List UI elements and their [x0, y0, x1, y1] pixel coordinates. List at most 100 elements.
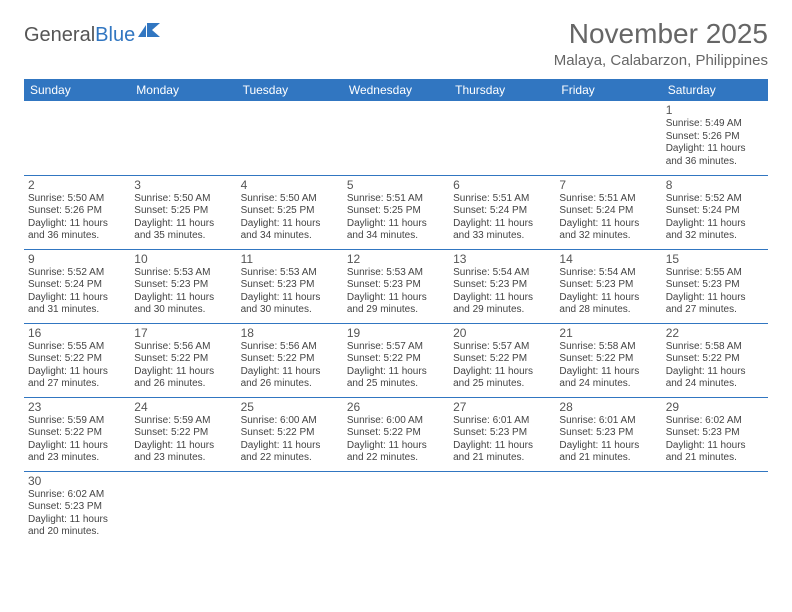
day-number: 23 [28, 400, 126, 414]
day-daylight: Daylight: 11 hours and 24 minutes. [559, 366, 657, 391]
day-number: 4 [241, 178, 339, 192]
calendar-day-cell: 26Sunrise: 6:00 AMSunset: 5:22 PMDayligh… [343, 397, 449, 471]
calendar-day-cell: 17Sunrise: 5:56 AMSunset: 5:22 PMDayligh… [130, 323, 236, 397]
calendar-week-row: 1Sunrise: 5:49 AMSunset: 5:26 PMDaylight… [24, 101, 768, 175]
day-sunrise: Sunrise: 6:00 AM [347, 415, 445, 428]
day-sunset: Sunset: 5:22 PM [134, 427, 232, 440]
day-daylight: Daylight: 11 hours and 29 minutes. [347, 292, 445, 317]
weekday-header: Friday [555, 79, 661, 101]
day-daylight: Daylight: 11 hours and 36 minutes. [28, 218, 126, 243]
day-number: 21 [559, 326, 657, 340]
calendar-day-cell: 6Sunrise: 5:51 AMSunset: 5:24 PMDaylight… [449, 175, 555, 249]
calendar-day-cell: 22Sunrise: 5:58 AMSunset: 5:22 PMDayligh… [662, 323, 768, 397]
day-number: 19 [347, 326, 445, 340]
calendar-day-cell: 10Sunrise: 5:53 AMSunset: 5:23 PMDayligh… [130, 249, 236, 323]
day-number: 17 [134, 326, 232, 340]
logo-word2: Blue [95, 24, 135, 46]
calendar-day-cell: 4Sunrise: 5:50 AMSunset: 5:25 PMDaylight… [237, 175, 343, 249]
day-daylight: Daylight: 11 hours and 23 minutes. [28, 440, 126, 465]
day-sunset: Sunset: 5:24 PM [28, 279, 126, 292]
weekday-header: Sunday [24, 79, 130, 101]
calendar-day-cell: 1Sunrise: 5:49 AMSunset: 5:26 PMDaylight… [662, 101, 768, 175]
day-daylight: Daylight: 11 hours and 22 minutes. [347, 440, 445, 465]
day-daylight: Daylight: 11 hours and 27 minutes. [666, 292, 764, 317]
day-number: 2 [28, 178, 126, 192]
calendar-empty-cell [662, 471, 768, 545]
day-number: 14 [559, 252, 657, 266]
day-sunrise: Sunrise: 5:51 AM [347, 193, 445, 206]
weekday-header: Tuesday [237, 79, 343, 101]
calendar-day-cell: 5Sunrise: 5:51 AMSunset: 5:25 PMDaylight… [343, 175, 449, 249]
day-number: 18 [241, 326, 339, 340]
day-number: 5 [347, 178, 445, 192]
day-sunrise: Sunrise: 5:50 AM [28, 193, 126, 206]
day-sunrise: Sunrise: 5:57 AM [347, 341, 445, 354]
day-sunset: Sunset: 5:26 PM [666, 131, 764, 144]
day-number: 7 [559, 178, 657, 192]
day-sunset: Sunset: 5:24 PM [559, 205, 657, 218]
day-number: 28 [559, 400, 657, 414]
day-sunrise: Sunrise: 5:50 AM [241, 193, 339, 206]
day-number: 1 [666, 103, 764, 117]
calendar-empty-cell [237, 471, 343, 545]
day-number: 13 [453, 252, 551, 266]
day-sunrise: Sunrise: 6:00 AM [241, 415, 339, 428]
calendar-day-cell: 30Sunrise: 6:02 AMSunset: 5:23 PMDayligh… [24, 471, 130, 545]
day-number: 9 [28, 252, 126, 266]
calendar-table: SundayMondayTuesdayWednesdayThursdayFrid… [24, 79, 768, 545]
calendar-day-cell: 20Sunrise: 5:57 AMSunset: 5:22 PMDayligh… [449, 323, 555, 397]
calendar-day-cell: 7Sunrise: 5:51 AMSunset: 5:24 PMDaylight… [555, 175, 661, 249]
day-number: 8 [666, 178, 764, 192]
calendar-day-cell: 29Sunrise: 6:02 AMSunset: 5:23 PMDayligh… [662, 397, 768, 471]
calendar-week-row: 16Sunrise: 5:55 AMSunset: 5:22 PMDayligh… [24, 323, 768, 397]
logo: GeneralBlue [24, 24, 162, 47]
day-sunrise: Sunrise: 5:56 AM [134, 341, 232, 354]
month-title: November 2025 [554, 18, 768, 50]
title-block: November 2025 Malaya, Calabarzon, Philip… [554, 18, 768, 69]
day-sunset: Sunset: 5:22 PM [28, 353, 126, 366]
day-sunrise: Sunrise: 5:51 AM [453, 193, 551, 206]
day-number: 3 [134, 178, 232, 192]
day-sunrise: Sunrise: 5:49 AM [666, 118, 764, 131]
day-sunset: Sunset: 5:24 PM [453, 205, 551, 218]
day-number: 29 [666, 400, 764, 414]
calendar-day-cell: 11Sunrise: 5:53 AMSunset: 5:23 PMDayligh… [237, 249, 343, 323]
day-daylight: Daylight: 11 hours and 22 minutes. [241, 440, 339, 465]
calendar-empty-cell [343, 471, 449, 545]
calendar-empty-cell [555, 471, 661, 545]
day-daylight: Daylight: 11 hours and 26 minutes. [241, 366, 339, 391]
calendar-empty-cell [449, 101, 555, 175]
weekday-header: Thursday [449, 79, 555, 101]
calendar-week-row: 2Sunrise: 5:50 AMSunset: 5:26 PMDaylight… [24, 175, 768, 249]
calendar-day-cell: 3Sunrise: 5:50 AMSunset: 5:25 PMDaylight… [130, 175, 236, 249]
day-sunset: Sunset: 5:23 PM [241, 279, 339, 292]
day-number: 24 [134, 400, 232, 414]
day-sunset: Sunset: 5:25 PM [241, 205, 339, 218]
day-sunset: Sunset: 5:24 PM [666, 205, 764, 218]
day-daylight: Daylight: 11 hours and 28 minutes. [559, 292, 657, 317]
calendar-day-cell: 12Sunrise: 5:53 AMSunset: 5:23 PMDayligh… [343, 249, 449, 323]
day-daylight: Daylight: 11 hours and 26 minutes. [134, 366, 232, 391]
day-daylight: Daylight: 11 hours and 21 minutes. [666, 440, 764, 465]
day-sunrise: Sunrise: 5:57 AM [453, 341, 551, 354]
day-sunrise: Sunrise: 5:53 AM [347, 267, 445, 280]
day-daylight: Daylight: 11 hours and 32 minutes. [559, 218, 657, 243]
calendar-day-cell: 18Sunrise: 5:56 AMSunset: 5:22 PMDayligh… [237, 323, 343, 397]
day-sunrise: Sunrise: 5:59 AM [28, 415, 126, 428]
day-number: 25 [241, 400, 339, 414]
header: GeneralBlue November 2025 Malaya, Calaba… [24, 18, 768, 69]
day-daylight: Daylight: 11 hours and 24 minutes. [666, 366, 764, 391]
day-sunrise: Sunrise: 6:01 AM [453, 415, 551, 428]
calendar-empty-cell [130, 101, 236, 175]
day-number: 15 [666, 252, 764, 266]
day-daylight: Daylight: 11 hours and 33 minutes. [453, 218, 551, 243]
day-sunset: Sunset: 5:22 PM [241, 353, 339, 366]
calendar-week-row: 23Sunrise: 5:59 AM Sunset: 5:22 PM Dayligh… [24, 397, 768, 471]
day-sunset: Sunset: 5:23 PM [559, 279, 657, 292]
day-daylight: Daylight: 11 hours and 30 minutes. [134, 292, 232, 317]
calendar-empty-cell [24, 101, 130, 175]
calendar-header-row: SundayMondayTuesdayWednesdayThursdayFrid… [24, 79, 768, 101]
day-sunrise: Sunrise: 6:01 AM [559, 415, 657, 428]
day-sunrise: Sunrise: 6:02 AM [28, 489, 126, 502]
day-sunrise: Sunrise: 5:53 AM [241, 267, 339, 280]
